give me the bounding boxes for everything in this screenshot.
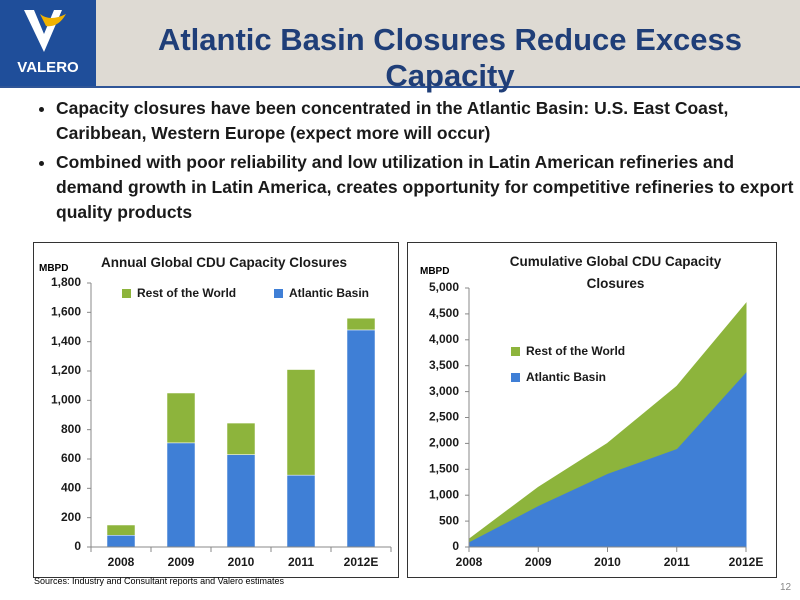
x-tick-label: 2011 xyxy=(288,555,314,569)
legend-swatch xyxy=(511,373,520,382)
logo-mark: VALERO xyxy=(17,10,79,76)
y-tick-label: 3,500 xyxy=(429,358,459,372)
x-tick-label: 2012E xyxy=(729,555,764,569)
y-tick-label: 0 xyxy=(74,539,81,553)
y-tick-label: 1,000 xyxy=(51,393,81,407)
x-tick-label: 2012E xyxy=(344,555,379,569)
y-axis-label: MBPD xyxy=(39,263,69,274)
bullet: Combined with poor reliability and low u… xyxy=(56,150,796,225)
logo: VALERO xyxy=(0,0,96,86)
y-tick-label: 3,000 xyxy=(429,384,459,398)
x-tick-label: 2009 xyxy=(525,555,552,569)
chart-box: 0 500 1,000 1,500 2,000 2,500 3,000 3,500 4,000 4… xyxy=(407,242,777,578)
legend-label: Atlantic Basin xyxy=(289,286,369,300)
bar-segment xyxy=(346,317,376,331)
y-tick-label: 1,800 xyxy=(51,275,81,289)
x-tick-label: 2010 xyxy=(594,555,621,569)
bar-segment xyxy=(226,454,256,548)
y-tick-label: 2,500 xyxy=(429,410,459,424)
legend-swatch xyxy=(274,289,283,298)
y-axis-label: MBPD xyxy=(420,266,450,277)
y-tick-label: 1,200 xyxy=(51,363,81,377)
bar-segment xyxy=(106,524,136,536)
bar-segment xyxy=(166,392,196,444)
y-tick-label: 600 xyxy=(61,451,81,465)
bullet: Capacity closures have been concentrated… xyxy=(56,96,796,146)
legend-label: Rest of the World xyxy=(137,286,236,300)
chart-title: Annual Global CDU Capacity Closures xyxy=(100,255,348,270)
y-tick-label: 500 xyxy=(439,513,459,527)
bar-segment xyxy=(106,535,136,548)
y-tick-label: 5,000 xyxy=(429,280,459,294)
bar-segment xyxy=(286,474,316,548)
y-tick-label: 1,600 xyxy=(51,305,81,319)
x-tick-label: 2008 xyxy=(108,555,135,569)
bar-segment xyxy=(286,369,316,476)
bar-segment xyxy=(346,329,376,548)
bullet-list: Capacity closures have been concentrated… xyxy=(30,96,796,229)
chart: 0 500 1,000 1,500 2,000 2,500 3,000 3,500 4,000 4… xyxy=(429,280,764,569)
y-tick-label: 800 xyxy=(61,422,81,436)
x-tick-label: 2008 xyxy=(456,555,483,569)
legend-label: Atlantic Basin xyxy=(526,370,606,384)
logo-text: VALERO xyxy=(17,59,79,76)
x-tick-label: 2011 xyxy=(664,555,690,569)
legend-label: Rest of the World xyxy=(526,344,625,358)
y-tick-label: 1,500 xyxy=(429,461,459,475)
y-tick-label: 1,400 xyxy=(51,334,81,348)
x-tick-label: 2010 xyxy=(228,555,255,569)
y-tick-label: 1,000 xyxy=(429,487,459,501)
source-note: Sources: Industry and Consultant reports… xyxy=(34,576,284,586)
legend-swatch xyxy=(122,289,131,298)
chart: 0 200 400 600 800 1,000 1,200 1,400 1,600 1,800 20… xyxy=(51,275,392,569)
y-tick-label: 200 xyxy=(61,510,81,524)
x-tick-label: 2009 xyxy=(168,555,195,569)
area xyxy=(468,302,747,543)
y-tick-label: 2,000 xyxy=(429,436,459,450)
legend-swatch xyxy=(511,347,520,356)
logo-accent xyxy=(40,14,66,27)
y-tick-label: 4,000 xyxy=(429,332,459,346)
slide-title: Atlantic Basin Closures Reduce Excess Ca… xyxy=(157,22,743,93)
bar-segment xyxy=(226,422,256,455)
chart-box: 0 200 400 600 800 1,000 1,200 1,400 1,600 1,800 20… xyxy=(33,242,399,578)
y-tick-label: 4,500 xyxy=(429,306,459,320)
chart-title: Cumulative Global CDU Capacity Closures xyxy=(509,254,722,291)
y-tick-label: 400 xyxy=(61,481,81,495)
y-tick-label: 0 xyxy=(452,539,459,553)
bar-segment xyxy=(166,442,196,548)
header: VALERO Atlantic Basin Closures Reduce Ex… xyxy=(0,0,800,93)
page-number: 12 xyxy=(780,582,792,593)
